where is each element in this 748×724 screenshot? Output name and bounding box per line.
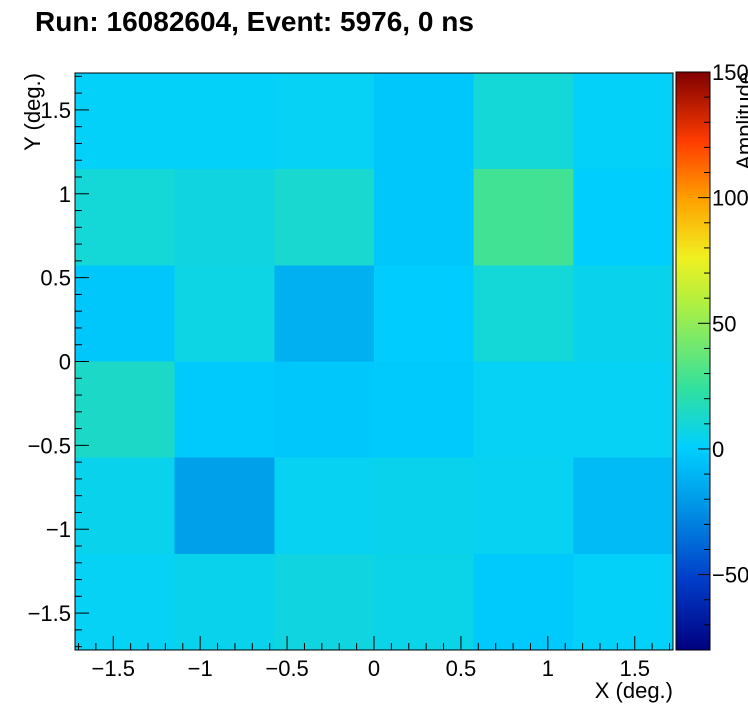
color-scale-bar: [675, 71, 711, 651]
heatmap-cells: [75, 73, 673, 650]
x-tick-label: 1.5: [619, 656, 650, 681]
heatmap-cell: [374, 73, 474, 170]
heatmap-cell: [274, 457, 374, 554]
x-axis-ticks: −1.5 −1 −0.5 0 0.5 1 1.5: [77, 636, 671, 681]
z-tick-label: 100: [712, 186, 748, 211]
heatmap-cell: [174, 361, 275, 458]
plot-frame: [74, 72, 674, 651]
heatmap-cell: [274, 361, 374, 458]
heatmap-cell: [374, 169, 474, 266]
x-tick-label: 0: [368, 656, 380, 681]
z-tick-label: 150: [712, 60, 748, 85]
heatmap-cell: [75, 265, 175, 362]
x-tick-label: −1.5: [92, 656, 135, 681]
chart-title: Run: 16082604, Event: 5976, 0 ns: [35, 6, 474, 37]
z-tick-label: 0: [712, 437, 724, 462]
y-tick-label: −1: [46, 517, 71, 542]
y-tick-label: 0.5: [40, 266, 71, 291]
y-tick-label: −1.5: [28, 601, 71, 626]
heatmap-cell: [75, 553, 175, 650]
heatmap-cell: [573, 73, 673, 170]
heatmap-cell: [374, 265, 474, 362]
heatmap-cell: [75, 169, 175, 266]
heatmap-cell: [174, 457, 275, 554]
heatmap-cell: [174, 73, 275, 170]
heatmap-cell: [473, 73, 574, 170]
x-tick-label: −0.5: [265, 656, 308, 681]
heatmap-cell: [274, 73, 374, 170]
heatmap-cell: [573, 265, 673, 362]
y-tick-label: −0.5: [28, 433, 71, 458]
heatmap-cell: [174, 553, 275, 650]
x-tick-label: 0.5: [446, 656, 477, 681]
heatmap-cell: [473, 457, 574, 554]
heatmap-cell: [473, 553, 574, 650]
heatmap-cell: [573, 553, 673, 650]
color-scale-ticks: −50 0 50 100 150: [698, 60, 748, 651]
y-tick-label: 1: [59, 182, 71, 207]
heatmap-cell: [274, 169, 374, 266]
z-tick-label: 50: [712, 311, 736, 336]
heatmap-cell: [573, 457, 673, 554]
heatmap-cell: [174, 265, 275, 362]
heatmap-cell: [374, 361, 474, 458]
heatmap-cell: [473, 265, 574, 362]
y-axis-label: Y (deg.): [20, 73, 45, 151]
heatmap-cell: [573, 169, 673, 266]
heatmap-cell: [573, 361, 673, 458]
heatmap-cell: [75, 457, 175, 554]
z-tick-label: −50: [712, 563, 748, 588]
y-tick-label: 1.5: [40, 98, 71, 123]
color-scale-label: Amplitude: [732, 72, 748, 170]
heatmap-cell: [374, 457, 474, 554]
y-tick-label: 0: [59, 350, 71, 375]
heatmap-cell: [473, 169, 574, 266]
heatmap-cell: [374, 553, 474, 650]
x-axis-label: X (deg.): [595, 678, 673, 703]
heatmap-cell: [473, 361, 574, 458]
heatmap-cell: [274, 553, 374, 650]
y-axis-ticks: −1.5 −1 −0.5 0 0.5 1 1.5: [28, 75, 89, 648]
heatmap-cell: [75, 73, 175, 170]
x-tick-label: 1: [542, 656, 554, 681]
x-tick-label: −1: [188, 656, 213, 681]
heatmap-cell: [174, 169, 275, 266]
heatmap-cell: [75, 361, 175, 458]
heatmap-cell: [274, 265, 374, 362]
